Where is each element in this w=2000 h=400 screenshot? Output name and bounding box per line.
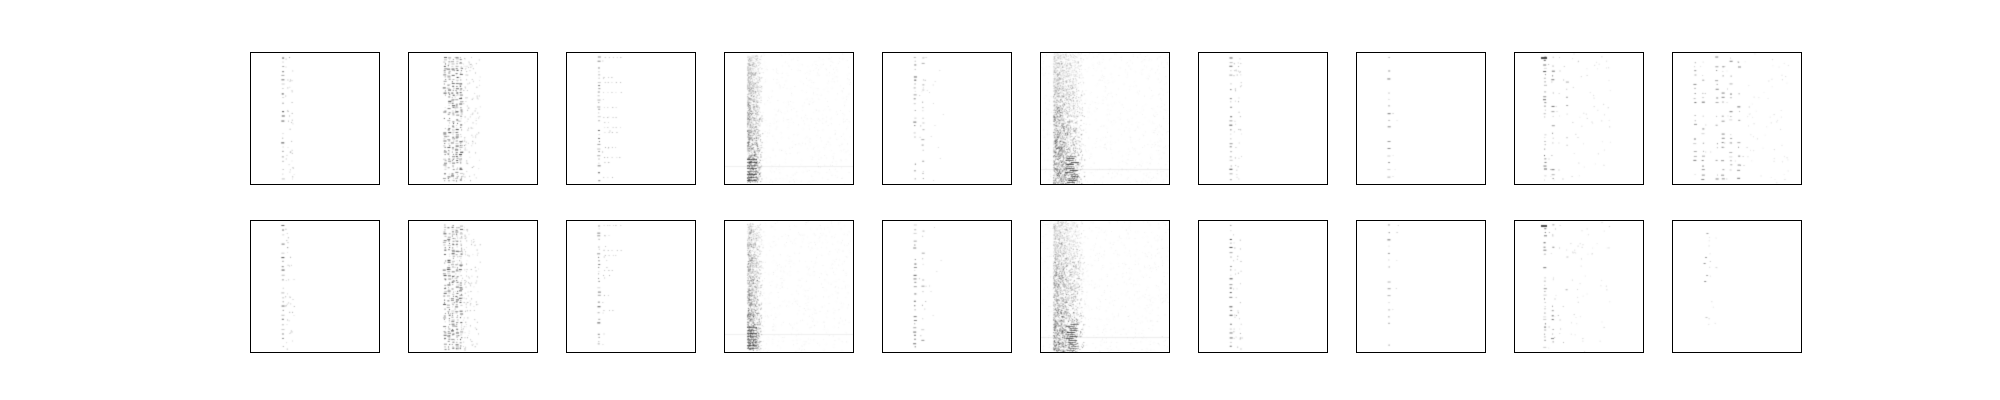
panel-image xyxy=(567,53,695,184)
panel-image xyxy=(883,221,1011,352)
panel-image xyxy=(1357,53,1485,184)
image-panel-r1-c5 xyxy=(882,52,1012,185)
image-panel-r2-c6 xyxy=(1040,220,1170,353)
image-panel-r2-c9 xyxy=(1514,220,1644,353)
image-panel-r1-c3 xyxy=(566,52,696,185)
image-panel-r2-c1 xyxy=(250,220,380,353)
image-panel-r1-c1 xyxy=(250,52,380,185)
image-panel-r1-c10 xyxy=(1672,52,1802,185)
image-panel-r1-c8 xyxy=(1356,52,1486,185)
panel-image xyxy=(725,53,853,184)
panel-image xyxy=(1199,53,1327,184)
panel-image xyxy=(409,221,537,352)
image-panel-r2-c2 xyxy=(408,220,538,353)
image-panel-r1-c7 xyxy=(1198,52,1328,185)
panel-image xyxy=(1041,221,1169,352)
panel-image xyxy=(1515,53,1643,184)
image-panel-r2-c4 xyxy=(724,220,854,353)
panel-image xyxy=(1673,53,1801,184)
panel-image xyxy=(1357,221,1485,352)
image-panel-r2-c7 xyxy=(1198,220,1328,353)
image-panel-r2-c8 xyxy=(1356,220,1486,353)
panel-image xyxy=(1199,221,1327,352)
panel-image xyxy=(567,221,695,352)
panel-image xyxy=(1515,221,1643,352)
panel-image xyxy=(883,53,1011,184)
image-panel-r1-c4 xyxy=(724,52,854,185)
image-panel-r2-c5 xyxy=(882,220,1012,353)
panel-image xyxy=(409,53,537,184)
image-panel-r2-c3 xyxy=(566,220,696,353)
panel-image xyxy=(251,53,379,184)
image-panel-r1-c2 xyxy=(408,52,538,185)
panel-image xyxy=(1041,53,1169,184)
image-panel-r2-c10 xyxy=(1672,220,1802,353)
panel-image xyxy=(1673,221,1801,352)
image-panel-r1-c9 xyxy=(1514,52,1644,185)
image-panel-r1-c6 xyxy=(1040,52,1170,185)
panel-image xyxy=(725,221,853,352)
panel-image xyxy=(251,221,379,352)
